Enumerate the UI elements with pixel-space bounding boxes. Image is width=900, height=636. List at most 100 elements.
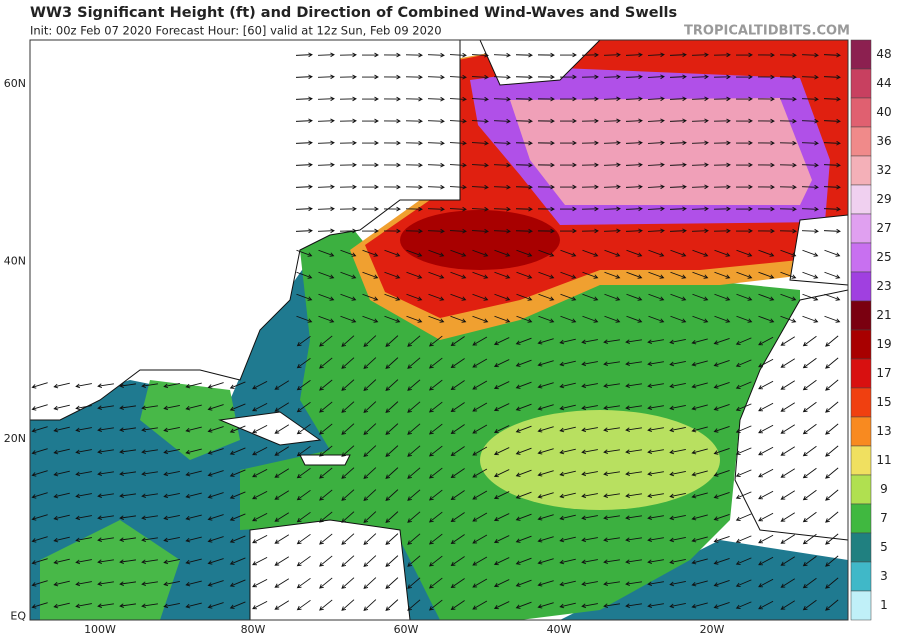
arrow <box>229 513 246 521</box>
arrow <box>385 467 399 480</box>
arrow <box>779 228 797 234</box>
arrow <box>780 468 795 478</box>
arrow <box>691 206 709 212</box>
arrow <box>802 577 817 589</box>
arrow <box>339 140 357 146</box>
arrow <box>625 361 642 366</box>
arrow <box>296 271 313 279</box>
title: WW3 Significant Height (ft) and Directio… <box>30 5 677 21</box>
arrow <box>559 580 576 587</box>
arrow <box>493 140 511 146</box>
arrow <box>494 293 511 301</box>
arrow <box>383 228 401 234</box>
arrow <box>494 249 511 257</box>
arrow <box>427 228 445 234</box>
arrow <box>383 118 401 124</box>
arrow <box>603 471 620 476</box>
arrow <box>537 382 554 389</box>
arrow <box>801 74 819 80</box>
arrow <box>341 357 355 369</box>
arrow <box>317 96 335 102</box>
arrow <box>801 162 819 168</box>
arrow <box>713 602 730 609</box>
arrow <box>691 360 708 367</box>
arrow <box>450 468 465 479</box>
arrow <box>493 96 511 102</box>
arrow <box>494 271 511 279</box>
arrow <box>603 603 620 608</box>
arrow <box>472 468 488 478</box>
arrow <box>559 118 577 124</box>
arrow <box>603 184 621 190</box>
arrow <box>691 426 708 433</box>
arrow <box>363 335 377 348</box>
arrow <box>296 401 311 413</box>
arrow <box>295 206 313 212</box>
arrow <box>582 293 599 301</box>
arrow <box>757 184 775 190</box>
arrow <box>735 184 753 190</box>
arrow <box>341 379 355 391</box>
arrow <box>229 579 246 587</box>
arrow <box>757 140 775 146</box>
arrow <box>274 424 290 434</box>
arrow <box>823 228 841 234</box>
arrow <box>713 448 730 455</box>
arrow <box>119 603 136 608</box>
arrow <box>603 537 620 542</box>
arrow <box>537 206 555 212</box>
arrow <box>207 536 224 543</box>
colorbar-bin <box>850 39 872 70</box>
colorbar-bin <box>850 503 872 534</box>
arrow <box>603 162 621 168</box>
arrow <box>97 559 114 564</box>
arrow <box>515 359 532 367</box>
arrow <box>825 379 839 391</box>
colorbar-label: 48 <box>876 47 891 61</box>
arrow <box>363 577 377 590</box>
arrow <box>295 162 313 168</box>
colorbar-bin <box>850 532 872 563</box>
arrow <box>604 249 621 257</box>
colorbar-label: 3 <box>880 569 888 583</box>
arrow <box>559 140 577 146</box>
arrow <box>472 271 489 279</box>
arrow <box>823 206 841 212</box>
arrow <box>141 405 158 411</box>
colorbar-bin <box>850 68 872 99</box>
arrow <box>252 402 268 412</box>
arrow <box>560 271 577 279</box>
arrow <box>802 467 817 479</box>
arrow <box>780 249 797 257</box>
arrow <box>647 471 664 477</box>
arrow <box>537 360 554 367</box>
arrow <box>472 578 488 588</box>
arrow <box>493 206 511 212</box>
arrow <box>780 293 797 301</box>
arrow <box>802 511 817 523</box>
arrow <box>450 512 465 523</box>
arrow <box>339 184 357 190</box>
arrow <box>407 489 421 501</box>
arrow <box>823 140 841 146</box>
arrow <box>735 118 753 124</box>
arrow <box>647 339 664 345</box>
arrow <box>317 184 335 190</box>
arrow <box>537 404 554 411</box>
arrow <box>758 446 774 456</box>
arrow <box>97 515 114 520</box>
arrow <box>603 405 620 410</box>
arrow <box>339 96 357 102</box>
arrow <box>559 382 576 389</box>
arrow <box>824 271 841 279</box>
arrow <box>736 271 753 279</box>
arrow <box>449 206 467 212</box>
arrow <box>692 315 709 323</box>
arrow <box>691 536 708 543</box>
arrow <box>318 293 335 301</box>
arrow <box>450 556 465 567</box>
arrow <box>581 206 599 212</box>
arrow <box>53 448 70 455</box>
arrow <box>97 581 114 586</box>
